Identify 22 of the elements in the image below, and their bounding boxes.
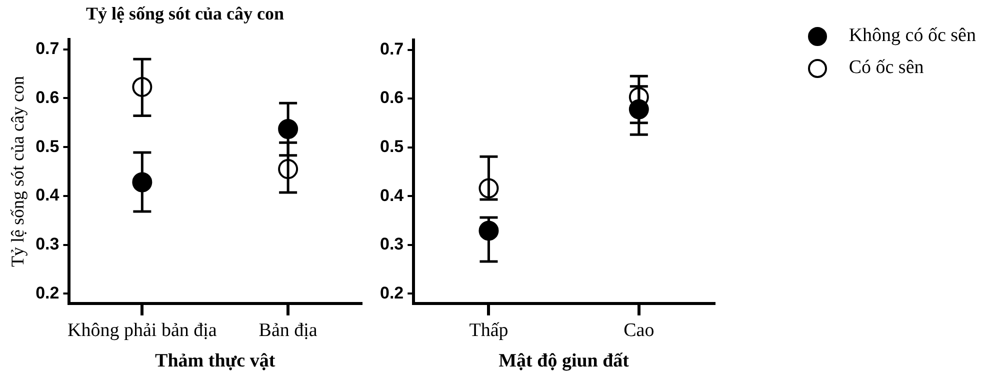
y-tick-label: 0.5	[380, 137, 404, 156]
y-tick-label: 0.7	[380, 39, 404, 58]
x-tick-label: Bản địa	[258, 320, 318, 341]
x-axis-title: Mật độ giun đất	[498, 350, 630, 372]
y-tick-label: 0.2	[36, 283, 60, 302]
x-tick-label: Cao	[624, 320, 654, 341]
y-tick-label: 0.6	[36, 88, 60, 107]
y-tick-label: 0.4	[36, 186, 60, 205]
y-tick-label: 0.6	[380, 88, 404, 108]
x-tick-label: Không phải bản địa	[68, 320, 218, 341]
y-tick-label: 0.2	[380, 283, 404, 302]
y-tick-label: 0.3	[36, 234, 60, 254]
legend-label: Có ốc sên	[848, 57, 924, 79]
y-tick-label: 0.5	[36, 136, 60, 156]
legend-label: Không có ốc sên	[848, 25, 976, 47]
y-tick-label: 0.4	[380, 186, 404, 205]
y-axis-title: Tỷ lệ sống sót của cây con	[8, 76, 28, 267]
y-tick-label: 0.3	[380, 234, 404, 254]
chart-title: Tỷ lệ sống sót của cây con	[86, 3, 284, 24]
x-axis-title: Thảm thực vật	[155, 350, 276, 372]
x-tick-label: Thấp	[469, 320, 508, 341]
y-tick-label: 0.7	[36, 39, 60, 58]
